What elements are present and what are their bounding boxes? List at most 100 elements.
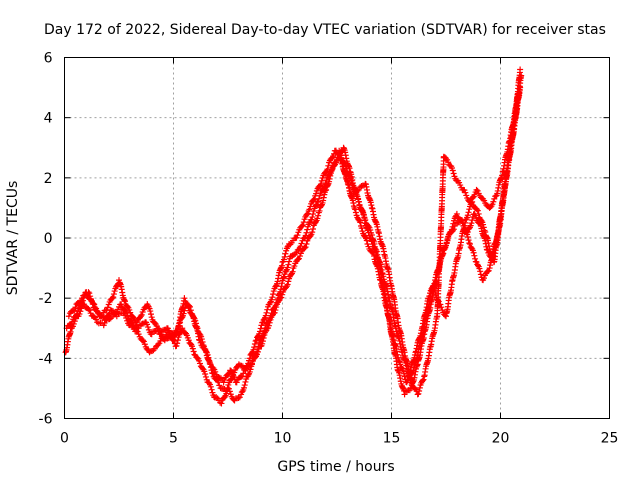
data-point [457,182,464,189]
chart-title: Day 172 of 2022, Sidereal Day-to-day VTE… [44,22,606,38]
data-point [474,187,481,194]
data-point [464,228,471,235]
data-point [426,293,433,300]
data-point [263,309,270,316]
data-point [239,388,246,395]
data-point [415,390,422,397]
data-point [357,219,364,226]
series-track-d [336,66,524,398]
data-point [453,220,460,227]
data-point [355,195,362,202]
data-point [325,162,332,169]
data-point [77,298,84,305]
data-point [362,234,369,241]
data-point [173,342,180,349]
data-point [450,226,457,233]
data-point [133,321,140,328]
data-point [114,306,121,313]
axis-ticks: 0 5 10 15 20 25 -6 -4 -2 0 2 4 6 [39,51,619,447]
data-point [140,338,147,345]
data-point [285,261,292,268]
data-point [239,373,246,380]
data-point [316,192,323,199]
data-point [221,393,228,400]
data-point [87,293,94,300]
data-point [473,206,480,213]
data-point [269,294,276,301]
data-point [260,330,267,337]
data-point [432,289,439,296]
data-point [358,207,365,214]
data-point [466,206,473,213]
data-point [286,258,293,265]
data-point [449,167,456,174]
data-point [484,247,491,254]
data-point [254,348,261,355]
data-point [408,379,415,386]
data-point [459,217,466,224]
data-point [268,310,275,317]
data-point [146,349,153,356]
data-point [69,318,76,325]
data-point [477,268,484,275]
data-point [310,211,317,218]
data-point [442,243,449,250]
data-point [233,379,240,386]
data-point [285,278,292,285]
y-axis-label: SDTVAR / TECUs [5,181,21,296]
data-point [85,289,92,296]
data-point [312,218,319,225]
data-point [252,352,259,359]
y-tick-label: -6 [39,412,53,428]
data-point [445,235,452,241]
data-point [138,321,145,328]
data-point [460,219,467,226]
data-point [209,370,216,377]
data-point [231,369,238,376]
data-point [165,327,172,334]
data-point [236,394,243,401]
data-point [90,300,97,307]
data-point [316,195,323,202]
data-point [230,372,237,379]
data-point [229,373,236,380]
data-point [66,321,73,328]
data-point [466,241,473,248]
data-point [174,340,181,347]
x-tick-label: 0 [60,431,69,447]
data-point [147,308,154,315]
data-point [223,387,230,394]
data-point [352,206,359,213]
data-point [294,232,301,239]
data-point [124,313,131,320]
data-point [70,307,77,314]
data-point [202,373,209,380]
data-point [484,268,491,275]
data-point [352,209,359,216]
data-point [157,331,164,338]
gridlines [64,57,610,419]
data-point [154,325,161,332]
data-point [355,198,362,205]
data-point [431,280,438,287]
data-point [450,170,457,177]
data-point [429,283,436,290]
data-point [290,252,297,259]
data-point [131,325,138,332]
data-point [291,263,298,270]
data-point [344,179,351,186]
data-point [298,240,305,247]
data-point [240,370,247,377]
data-point [227,376,234,383]
data-point [414,391,421,398]
data-point [132,324,139,331]
data-point [438,304,445,311]
data-point [241,382,248,389]
data-point [314,215,321,222]
data-point [472,212,479,219]
data-point [299,222,306,229]
data-point [474,207,481,214]
y-tick-label: 0 [44,231,53,247]
data-point [91,301,98,308]
